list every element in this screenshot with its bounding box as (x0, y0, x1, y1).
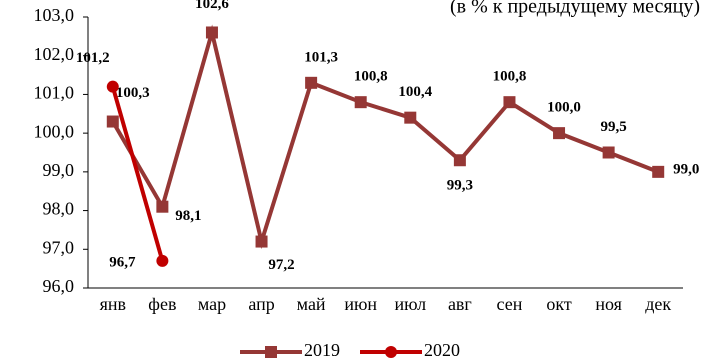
legend-label: 2019 (304, 340, 340, 360)
x-tick-label: фев (148, 294, 176, 314)
point (255, 235, 268, 248)
x-tick-label: мар (198, 294, 226, 314)
point (652, 165, 665, 178)
point (453, 154, 466, 167)
value-label: 97,2 (268, 257, 294, 273)
value-label: 101,3 (304, 49, 338, 65)
legend-label: 2020 (424, 340, 460, 360)
x-tick-label: авг (448, 294, 472, 314)
x-tick-label: сен (497, 294, 523, 314)
value-label: 100,8 (493, 69, 527, 85)
y-tick-label: 101,0 (34, 83, 75, 103)
y-tick-label: 96,0 (43, 276, 75, 296)
value-label: 101,2 (76, 50, 110, 66)
value-label: 100,0 (547, 100, 581, 116)
y-tick-label: 99,0 (43, 160, 75, 180)
chart-subtitle: (в % к предыдущему месяцу) (450, 0, 700, 18)
legend-marker (385, 346, 397, 358)
value-label: 98,1 (175, 208, 201, 224)
value-label: 99,5 (601, 119, 627, 135)
y-tick-label: 102,0 (34, 44, 75, 64)
x-tick-label: апр (248, 294, 274, 314)
point (106, 115, 119, 128)
series-line (110, 86, 165, 262)
point (305, 76, 318, 89)
point (106, 80, 119, 93)
value-label: 96,7 (109, 254, 136, 270)
point (205, 26, 218, 39)
point (156, 254, 169, 267)
value-label: 99,0 (673, 161, 699, 177)
value-label: 102,6 (195, 0, 229, 12)
point (354, 96, 367, 109)
point (156, 200, 169, 213)
point (553, 127, 566, 140)
y-tick-label: 98,0 (43, 199, 75, 219)
point (503, 96, 516, 109)
x-tick-label: ноя (595, 294, 622, 314)
x-tick-label: окт (546, 294, 572, 314)
x-tick-label: июл (394, 294, 426, 314)
value-label: 100,8 (354, 69, 388, 85)
y-tick-label: 103,0 (34, 5, 75, 25)
y-tick-label: 100,0 (34, 121, 75, 141)
x-tick-label: июн (344, 294, 377, 314)
legend-marker (265, 346, 277, 358)
value-label: 100,3 (116, 85, 150, 101)
point (404, 111, 417, 124)
point (602, 146, 615, 159)
x-tick-label: май (297, 294, 326, 314)
x-tick-label: дек (645, 294, 671, 314)
value-label: 99,3 (447, 178, 473, 194)
series-line (111, 24, 659, 250)
value-label: 100,4 (398, 84, 432, 100)
x-tick-label: янв (100, 294, 126, 314)
y-tick-label: 97,0 (43, 237, 75, 257)
